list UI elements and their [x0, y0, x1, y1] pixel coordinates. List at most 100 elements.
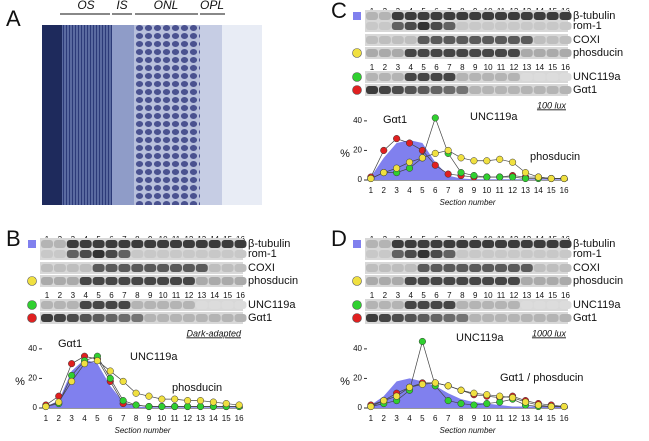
- blot-band: [443, 277, 456, 285]
- blot-band: [366, 250, 378, 258]
- blot-label: rom-1: [248, 248, 277, 260]
- point: [158, 395, 166, 403]
- blot-band: [391, 277, 404, 285]
- row-marker: [352, 276, 362, 286]
- blot-band: [118, 314, 131, 322]
- blot-band: [559, 314, 572, 322]
- blot-band: [157, 240, 170, 248]
- panel-label: B: [6, 226, 21, 251]
- point: [534, 401, 542, 409]
- y-tick-label: 0: [358, 175, 363, 184]
- blot-band: [456, 49, 469, 57]
- blot-band: [533, 240, 546, 248]
- point: [184, 402, 192, 411]
- point: [171, 395, 179, 403]
- point: [393, 164, 401, 172]
- lane-number: 9: [473, 63, 478, 72]
- blot-band: [195, 250, 208, 258]
- x-label: Section number: [439, 198, 495, 207]
- blot-band: [66, 301, 79, 309]
- blot-band: [495, 49, 507, 57]
- blot-band: [404, 314, 417, 322]
- blot-band: [469, 49, 482, 57]
- blot-band: [404, 73, 417, 81]
- blot-band: [92, 240, 105, 248]
- blot-band: [533, 12, 546, 20]
- blot-band: [469, 240, 482, 248]
- lane-number: 9: [148, 291, 153, 300]
- blot-band: [533, 277, 546, 285]
- lane-number: 8: [135, 291, 140, 300]
- blot-band: [157, 264, 170, 272]
- blot-band: [66, 277, 79, 285]
- blot-band: [378, 36, 391, 44]
- blot-band: [443, 301, 456, 309]
- x-label: Section number: [439, 426, 495, 435]
- x-tick-label: 3: [69, 414, 74, 423]
- blot-band: [131, 277, 144, 285]
- x-tick-label: 2: [382, 186, 387, 195]
- panel-label: A: [6, 6, 21, 31]
- blot-band: [559, 301, 572, 309]
- blot-band: [195, 301, 208, 309]
- blot-band: [195, 240, 208, 248]
- blot-band: [92, 277, 105, 285]
- annotation: UNC119a: [470, 111, 518, 123]
- blot-band: [546, 250, 559, 258]
- blot-band: [507, 314, 520, 322]
- x-tick-label: 13: [196, 414, 205, 423]
- point: [209, 398, 217, 406]
- lane-number: 3: [396, 63, 401, 72]
- blot-band: [482, 49, 495, 57]
- blot-band: [495, 277, 507, 285]
- blot-band: [182, 277, 195, 285]
- blot-band: [546, 12, 559, 20]
- blot-band: [482, 240, 495, 248]
- blot-label: UNC119a: [248, 299, 296, 311]
- lane-number: 10: [159, 291, 168, 300]
- blot-band: [131, 240, 144, 248]
- x-tick-label: 4: [407, 414, 412, 423]
- point: [380, 397, 388, 405]
- y-tick-label: 20: [353, 374, 362, 383]
- blot-band: [234, 264, 247, 272]
- blot-band: [79, 264, 92, 272]
- blot-band: [456, 301, 469, 309]
- annotation: phosducin: [172, 382, 222, 394]
- row-marker: [352, 300, 362, 310]
- y-tick-label: 40: [353, 344, 362, 353]
- blot-band: [391, 22, 404, 30]
- blot-band: [221, 240, 234, 248]
- blot-band: [378, 314, 391, 322]
- lane-number: 2: [58, 291, 63, 300]
- x-label: Section number: [114, 426, 170, 435]
- blot-band: [520, 301, 533, 309]
- lane-number: 7: [447, 291, 452, 300]
- blot-band: [53, 301, 66, 309]
- blot-band: [546, 36, 559, 44]
- blot-band: [520, 12, 533, 20]
- y-tick-label: 20: [353, 146, 362, 155]
- lane-number: 14: [535, 291, 544, 300]
- blot-band: [391, 314, 404, 322]
- lane-number: 1: [370, 63, 375, 72]
- blot-band: [559, 277, 572, 285]
- blot-band: [391, 240, 404, 248]
- blot-band: [520, 250, 533, 258]
- x-tick-label: 16: [560, 414, 569, 423]
- blot-band: [221, 314, 234, 322]
- lane-number: 4: [408, 291, 413, 300]
- blot-band: [520, 36, 533, 44]
- blot-band: [66, 264, 79, 272]
- blot-band: [507, 73, 520, 81]
- blot-band: [559, 264, 572, 272]
- blot-band: [53, 314, 66, 322]
- series-line: [370, 138, 565, 179]
- point: [222, 400, 230, 408]
- x-tick-label: 7: [121, 414, 126, 423]
- area: [45, 359, 240, 408]
- blot-band: [378, 86, 391, 94]
- y-tick-label: 40: [353, 116, 362, 125]
- blot-band: [559, 12, 572, 20]
- blot-band: [456, 250, 469, 258]
